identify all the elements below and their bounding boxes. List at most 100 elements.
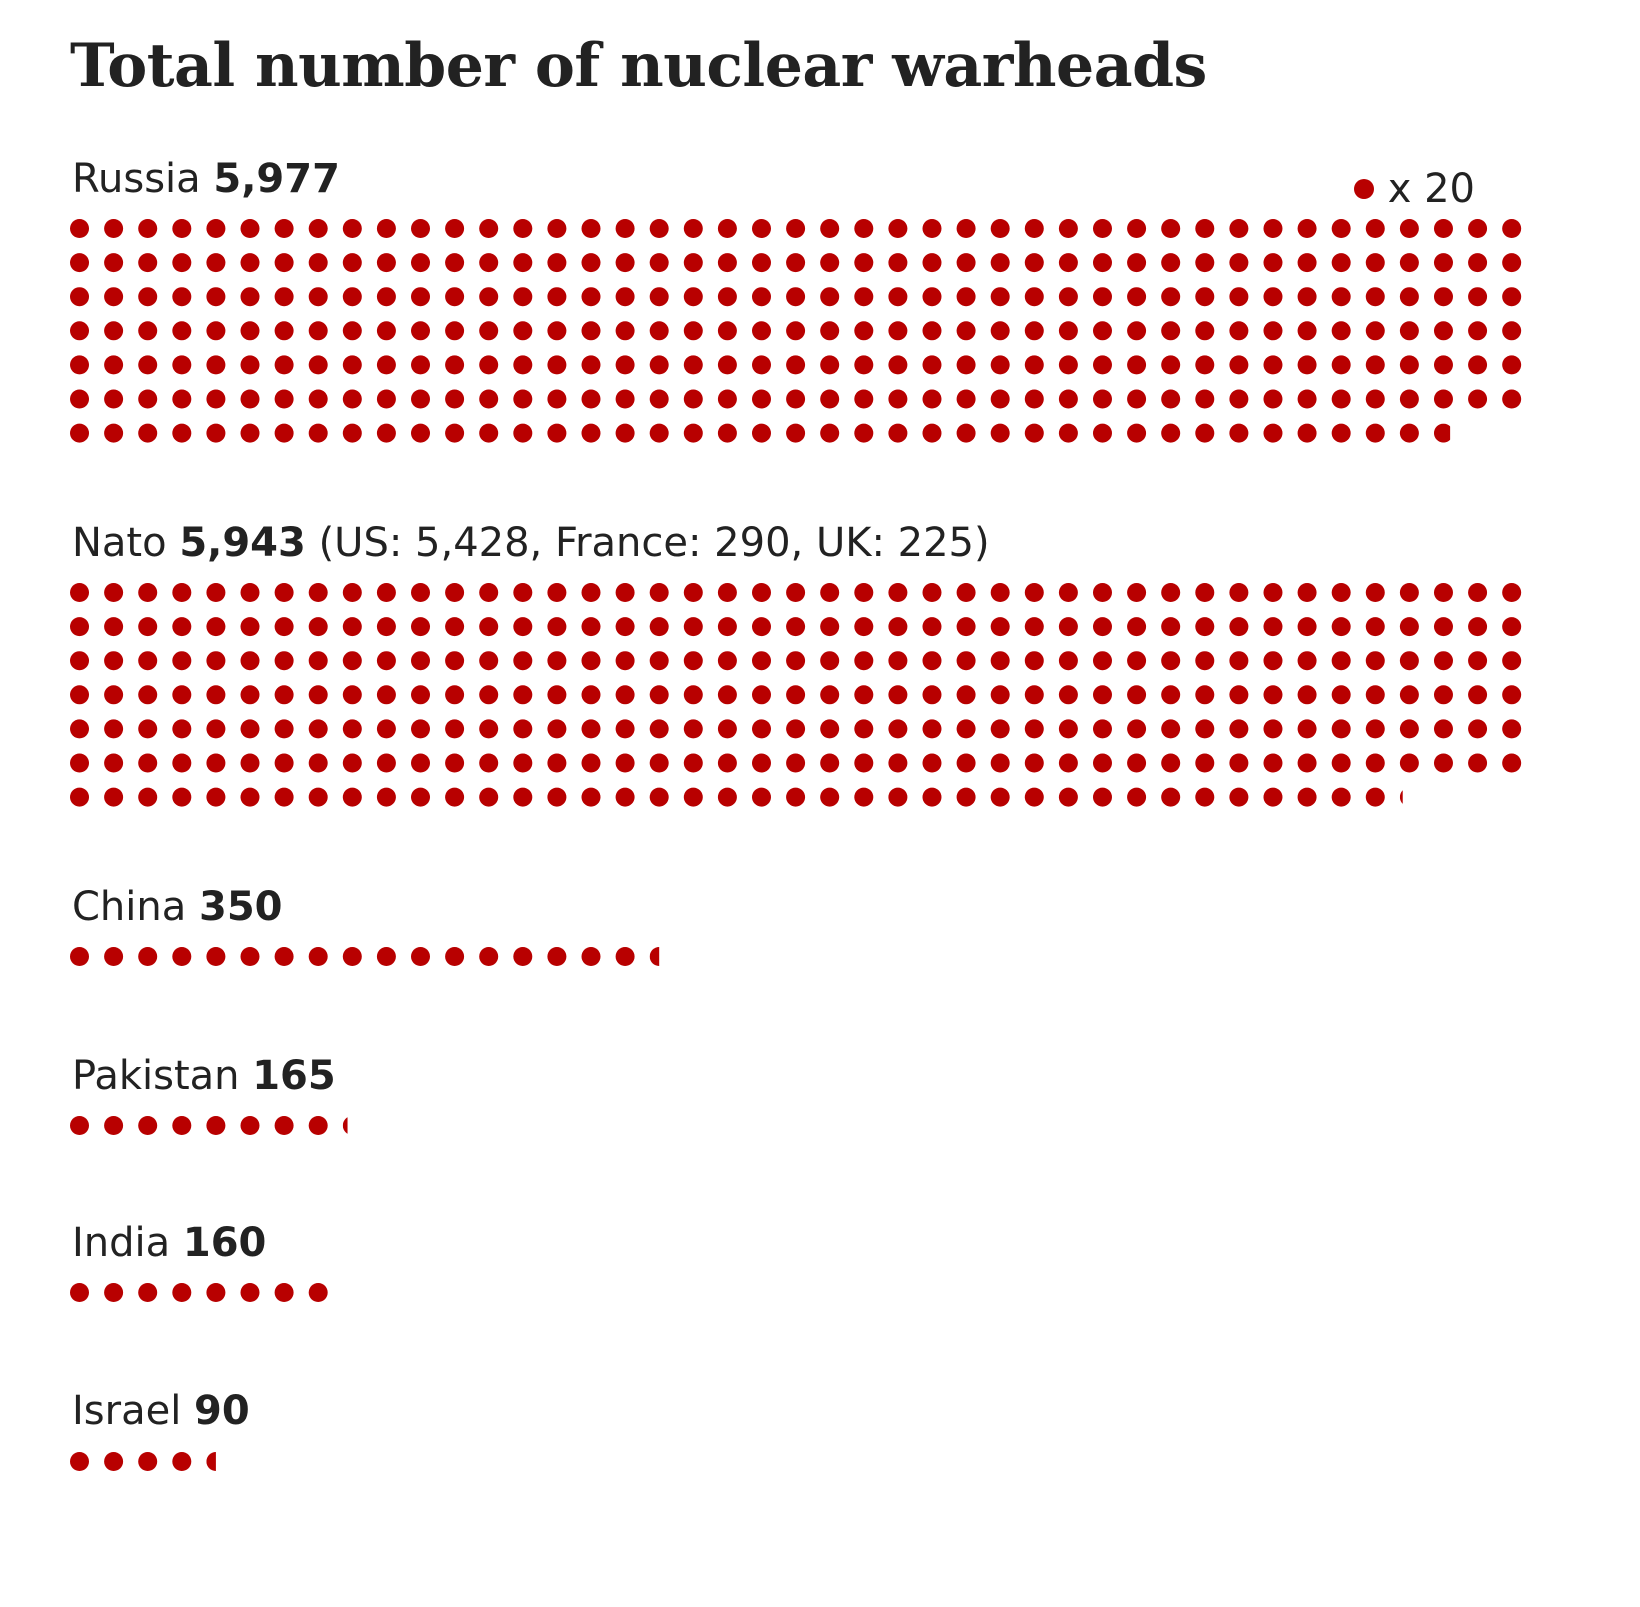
dot-russia <box>1433 389 1453 409</box>
dot-russia <box>1331 287 1351 307</box>
dot-russia <box>1092 321 1112 341</box>
country-value: 350 <box>198 884 283 930</box>
country-name: Israel <box>72 1388 182 1434</box>
dot-nato <box>479 685 499 705</box>
dot-nato <box>1161 651 1181 671</box>
dot-russia <box>751 423 771 443</box>
dot-nato <box>1024 685 1044 705</box>
dot-nato <box>479 583 499 602</box>
dot-russia <box>820 355 840 375</box>
dot-nato <box>751 787 771 807</box>
dot-russia <box>138 389 158 409</box>
dot-russia <box>547 253 567 273</box>
dot-russia <box>1058 389 1078 409</box>
dot-russia <box>172 423 192 443</box>
dot-nato <box>172 617 192 637</box>
dots-china <box>70 947 660 966</box>
dot-partial-nato <box>1399 790 1403 804</box>
dot-nato <box>274 719 294 739</box>
country-value: 5,943 <box>179 520 306 566</box>
dot-nato <box>1161 685 1181 705</box>
dot-nato <box>308 583 328 602</box>
dot-russia <box>1127 321 1147 341</box>
country-name: Nato <box>72 520 167 566</box>
dot-nato <box>1502 583 1522 602</box>
dot-russia <box>581 423 601 443</box>
dot-russia <box>854 321 874 341</box>
dot-nato <box>615 787 635 807</box>
dot-nato <box>649 617 669 637</box>
dot-india <box>308 1283 328 1302</box>
country-name: India <box>72 1220 171 1266</box>
dot-nato <box>990 583 1010 602</box>
dot-nato <box>1365 787 1385 807</box>
dot-russia <box>717 321 737 341</box>
dot-nato <box>70 617 90 637</box>
dot-nato <box>1024 583 1044 602</box>
legend: x 20 <box>1353 164 1475 214</box>
dot-nato <box>513 753 533 773</box>
dot-nato <box>922 753 942 773</box>
dot-nato <box>104 583 124 602</box>
dot-russia <box>786 219 806 238</box>
dot-nato <box>1092 787 1112 807</box>
dot-nato <box>581 685 601 705</box>
dot-russia <box>854 219 874 238</box>
dot-nato <box>479 787 499 807</box>
dots-india <box>70 1283 328 1302</box>
dot-nato <box>1433 685 1453 705</box>
dot-nato <box>751 583 771 602</box>
dot-nato <box>888 719 908 739</box>
dot-nato <box>240 617 260 637</box>
dot-nato <box>786 651 806 671</box>
dot-russia <box>649 253 669 273</box>
dot-russia <box>274 321 294 341</box>
dot-russia <box>1263 287 1283 307</box>
dot-partial-china <box>649 947 660 966</box>
dot-nato <box>1297 651 1317 671</box>
dot-nato <box>308 651 328 671</box>
dot-nato <box>172 583 192 602</box>
dot-pakistan <box>274 1116 294 1135</box>
dot-nato <box>1195 617 1215 637</box>
dot-russia <box>308 389 328 409</box>
dot-nato <box>1331 617 1351 637</box>
dot-russia <box>990 355 1010 375</box>
dot-nato <box>1399 685 1419 705</box>
dot-nato <box>854 787 874 807</box>
dot-nato <box>274 753 294 773</box>
dot-russia <box>1331 219 1351 238</box>
dot-russia <box>717 389 737 409</box>
dot-nato <box>1058 753 1078 773</box>
dot-nato <box>138 753 158 773</box>
dot-nato <box>274 583 294 602</box>
dot-russia <box>1024 389 1044 409</box>
dot-nato <box>922 617 942 637</box>
dot-russia <box>615 355 635 375</box>
dot-nato <box>1161 753 1181 773</box>
dot-nato <box>513 685 533 705</box>
country-name: Russia <box>72 156 201 202</box>
dot-russia <box>820 321 840 341</box>
dot-nato <box>1195 685 1215 705</box>
dot-nato <box>1297 617 1317 637</box>
dot-nato <box>308 753 328 773</box>
dot-russia <box>1263 423 1283 443</box>
dot-nato <box>751 753 771 773</box>
dot-russia <box>376 253 396 273</box>
dot-india <box>274 1283 294 1302</box>
dot-nato <box>1161 787 1181 807</box>
dot-nato <box>1399 719 1419 739</box>
dot-russia <box>1297 389 1317 409</box>
dot-nato <box>1195 651 1215 671</box>
dot-russia <box>479 253 499 273</box>
dot-russia <box>1468 287 1488 307</box>
dot-nato <box>206 719 226 739</box>
dot-pakistan <box>308 1116 328 1135</box>
dot-nato <box>751 719 771 739</box>
dot-russia <box>138 423 158 443</box>
dot-nato <box>1161 719 1181 739</box>
dot-russia <box>1195 355 1215 375</box>
dot-russia <box>1297 253 1317 273</box>
dot-russia <box>888 219 908 238</box>
